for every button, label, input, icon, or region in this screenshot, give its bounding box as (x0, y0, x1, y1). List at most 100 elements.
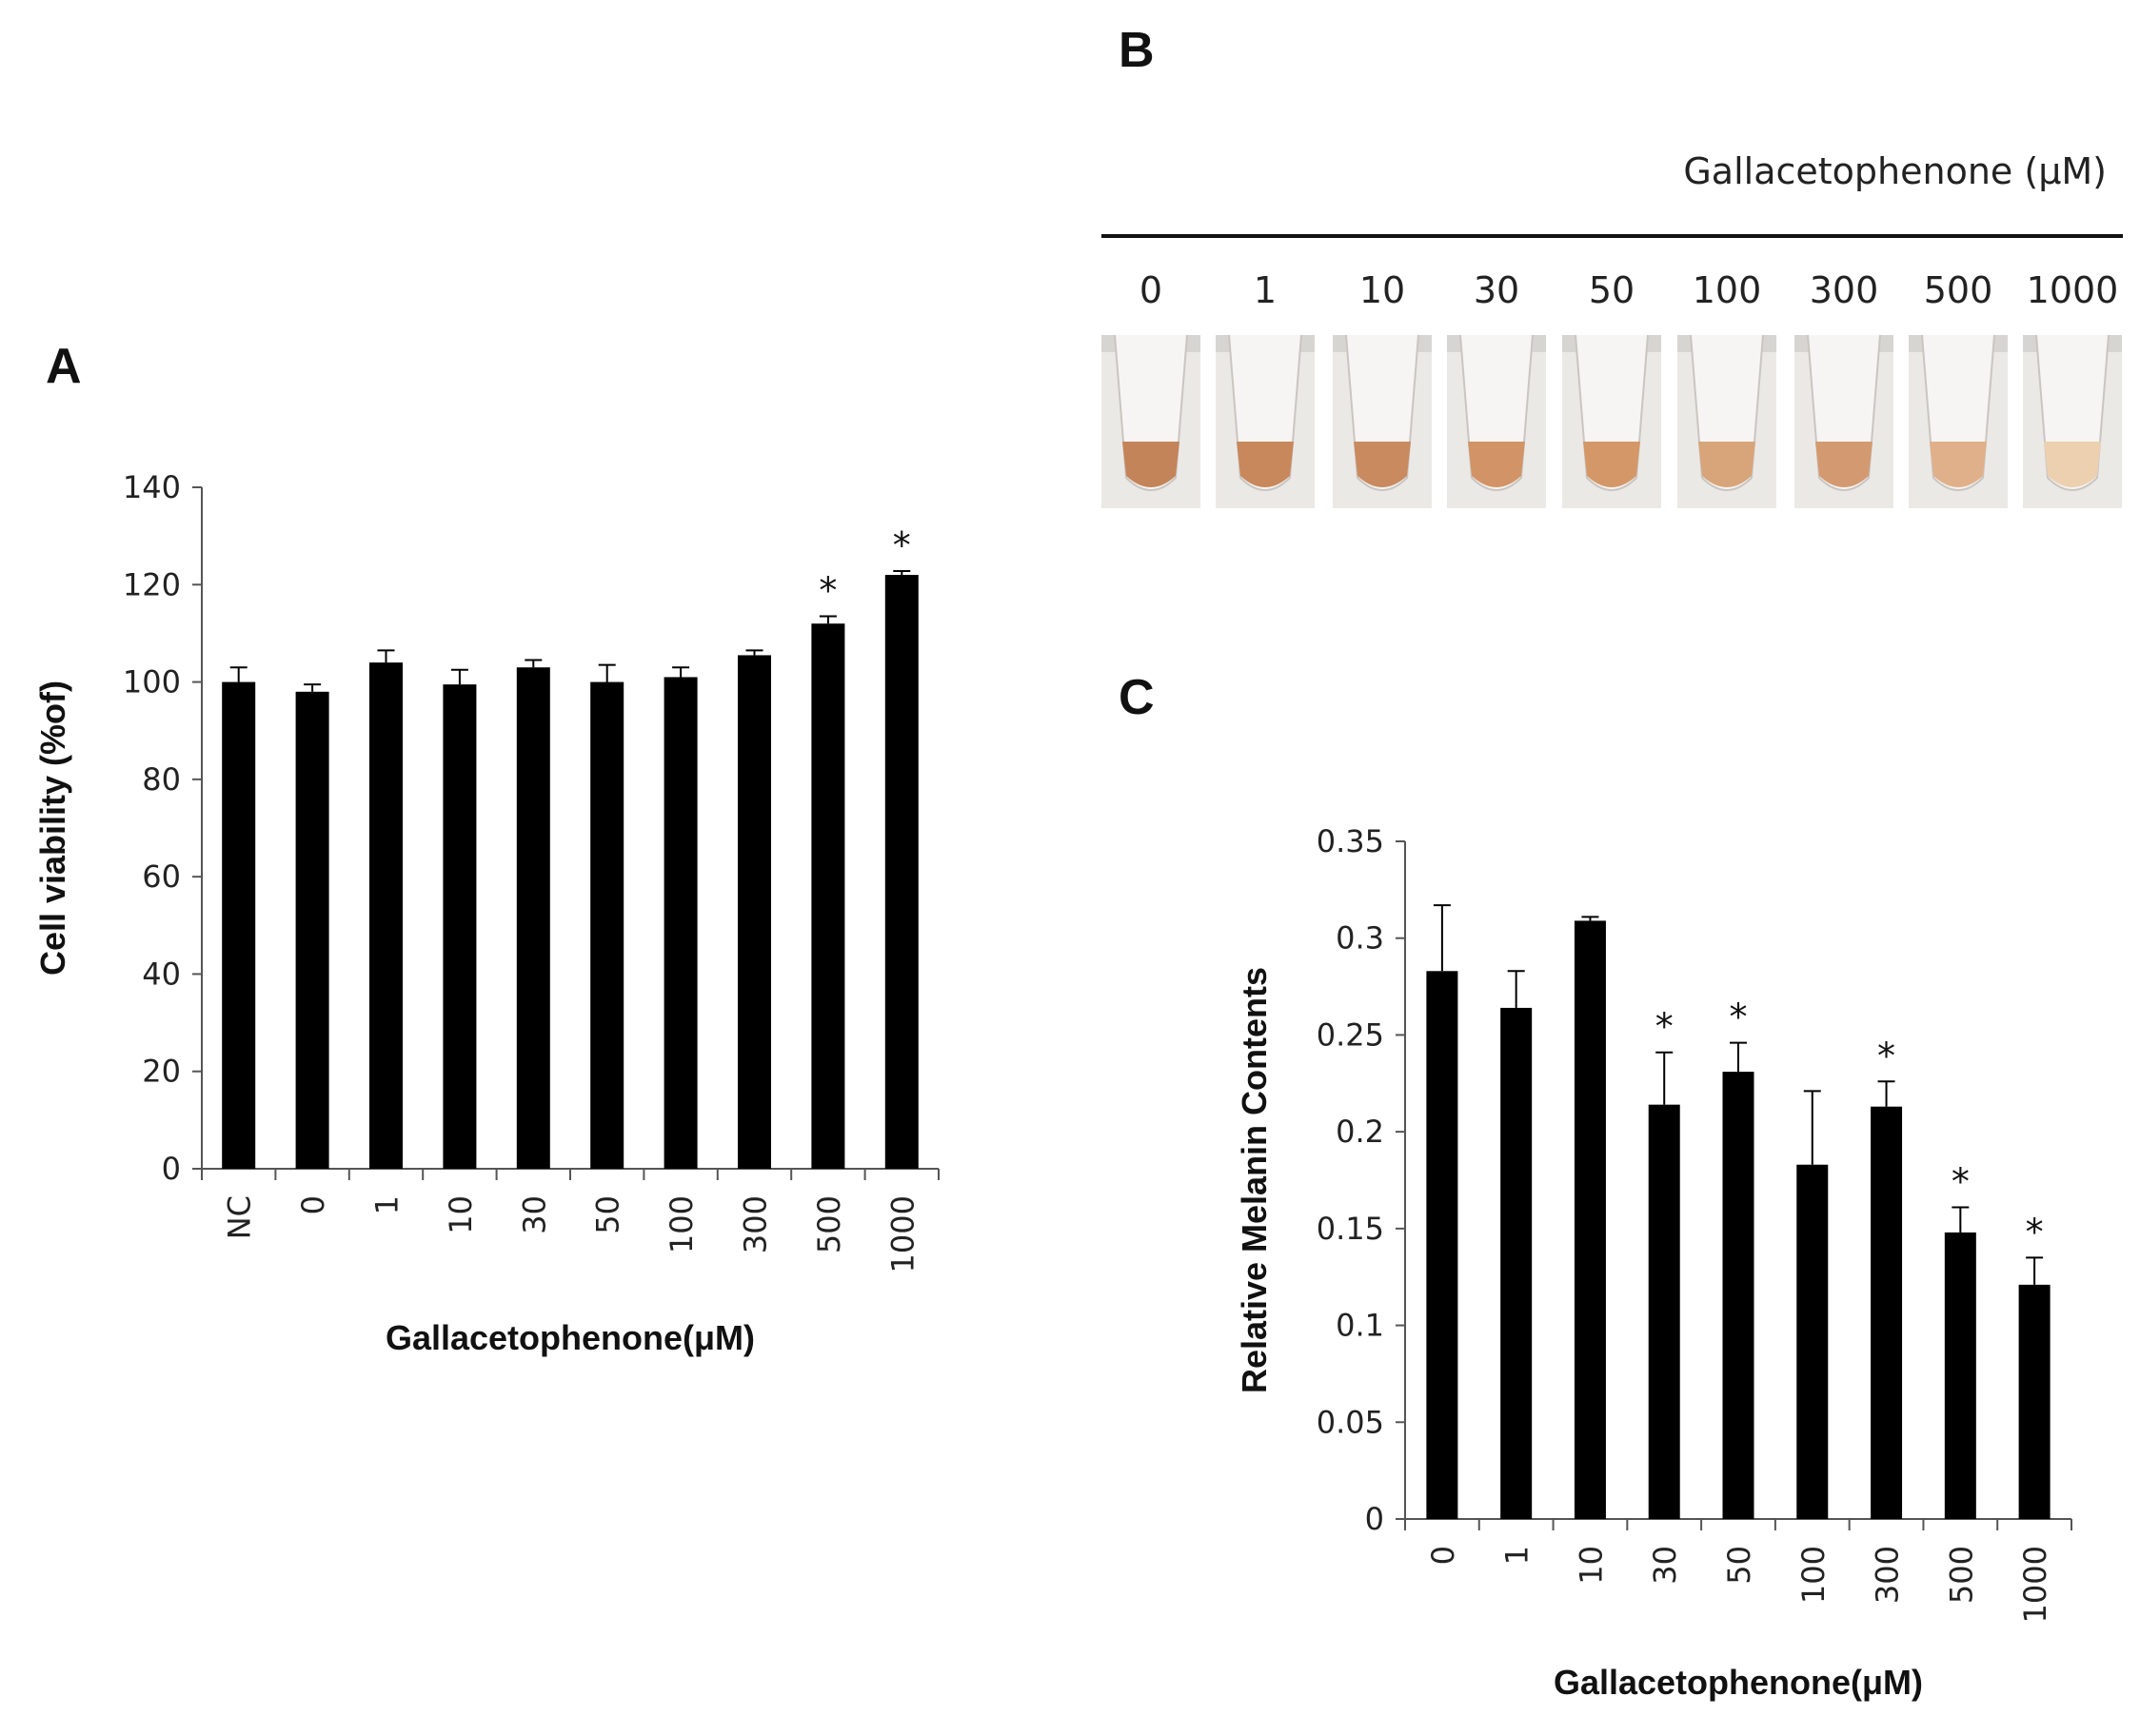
panel-b-header: Gallacetophenone (μM) (1683, 150, 2107, 192)
bar (295, 691, 329, 1169)
tube-melanin-pellet (1468, 442, 1525, 487)
tube-concentration-label: 0 (1139, 269, 1162, 311)
x-tick-label: 300 (738, 1195, 774, 1253)
y-axis-title: Cell viability (%of) (33, 681, 72, 976)
bar (590, 681, 624, 1169)
tube-photo (1794, 334, 1893, 508)
y-tick-label: 0.35 (1317, 823, 1384, 859)
significance-marker: * (1952, 1160, 1970, 1202)
tube-photo (1562, 334, 1661, 508)
x-tick-label: 100 (664, 1195, 700, 1253)
tube-concentration-label: 30 (1474, 269, 1519, 311)
y-tick-label: 120 (123, 566, 181, 602)
x-axis-title: Gallacetophenone(μM) (386, 1318, 755, 1357)
bar (811, 623, 845, 1169)
significance-marker: * (1730, 996, 1748, 1038)
tube-melanin-pellet (1354, 442, 1411, 487)
x-tick-label: 1000 (884, 1195, 921, 1272)
bar (2018, 1284, 2051, 1519)
tube-photo (1101, 334, 1200, 508)
bar (1796, 1164, 1829, 1519)
bar (1871, 1106, 1903, 1519)
tube-concentration-label: 500 (1924, 269, 1993, 311)
tube-photo (1333, 334, 1432, 508)
tube-photo (2023, 334, 2122, 508)
x-tick-label: 500 (811, 1195, 847, 1253)
x-tick-label: 1000 (2017, 1546, 2053, 1623)
bar (738, 655, 771, 1169)
tube-concentration-label: 1000 (2027, 269, 2119, 311)
y-tick-label: 0.1 (1336, 1308, 1384, 1344)
y-tick-label: 80 (142, 761, 181, 798)
y-tick-label: 0.05 (1317, 1404, 1384, 1440)
y-tick-label: 0.25 (1317, 1016, 1384, 1053)
y-tick-label: 100 (123, 664, 181, 700)
x-tick-label: 50 (590, 1195, 626, 1234)
bar (884, 575, 919, 1169)
significance-marker: * (893, 524, 911, 566)
tube-concentration-label: 1 (1254, 269, 1277, 311)
tube-melanin-pellet (1122, 442, 1179, 487)
x-axis-title: Gallacetophenone(μM) (1554, 1663, 1923, 1702)
bar (443, 684, 477, 1169)
x-tick-label: 30 (1647, 1546, 1683, 1585)
x-tick-label: 0 (1425, 1546, 1461, 1565)
x-tick-label: 50 (1721, 1546, 1757, 1585)
y-tick-label: 0.15 (1317, 1211, 1384, 1247)
tube-photo (1909, 334, 2008, 508)
tube-concentration-label: 50 (1589, 269, 1635, 311)
tube-photo (1677, 334, 1776, 508)
tube-melanin-pellet (1698, 442, 1755, 487)
panel-b-tubes: Gallacetophenone (μM) 0 1 10 30 50 100 300 500 1… (1101, 150, 2123, 508)
tube-concentration-label: 300 (1810, 269, 1879, 311)
bar (516, 667, 550, 1169)
chart-cell-viability: 0 20 40 60 80 100 120 140 NC 0 1 10 30 50 100 300 * 500 * 1… (33, 469, 940, 1357)
x-tick-label: 100 (1795, 1546, 1832, 1604)
significance-marker: * (819, 570, 837, 612)
bar (1722, 1072, 1754, 1519)
tube-melanin-pellet (1583, 442, 1640, 487)
y-tick-label: 40 (142, 956, 181, 992)
tube-concentration-label: 100 (1693, 269, 1762, 311)
tube-melanin-pellet (1815, 442, 1872, 487)
panel-letter-b: B (1119, 23, 1155, 78)
y-tick-label: 140 (123, 469, 181, 505)
chart-melanin-contents: 0 0.05 0.1 0.15 0.2 0.25 0.3 0.35 0 1 10 * 30 * 50 100 *… (1235, 823, 2072, 1702)
y-tick-label: 0 (1365, 1501, 1384, 1537)
panel-letter-c: C (1119, 670, 1155, 725)
bar (1574, 920, 1606, 1519)
tube-concentration-label: 10 (1359, 269, 1405, 311)
x-tick-label: 300 (1870, 1546, 1906, 1604)
tube-photo (1447, 334, 1546, 508)
x-tick-label: 1 (1499, 1546, 1536, 1565)
x-tick-label: 30 (516, 1195, 552, 1234)
x-tick-label: 1 (369, 1195, 406, 1214)
significance-marker: * (1655, 1006, 1674, 1048)
bar (1944, 1232, 1976, 1519)
significance-marker: * (2026, 1211, 2044, 1253)
bar (1648, 1104, 1680, 1519)
x-tick-label: NC (222, 1195, 258, 1239)
x-tick-label: 500 (1943, 1546, 1979, 1604)
bar (664, 677, 698, 1169)
bar (369, 662, 403, 1169)
x-tick-label: 10 (443, 1195, 479, 1234)
y-tick-label: 0 (162, 1151, 181, 1187)
y-tick-label: 20 (142, 1054, 181, 1090)
panel-letter-a: A (46, 339, 82, 394)
y-axis-title: Relative Melanin Contents (1235, 967, 1274, 1393)
bar (1426, 971, 1458, 1519)
tube-photo (1216, 334, 1315, 508)
tube-melanin-pellet (1930, 442, 1987, 487)
y-tick-label: 0.2 (1336, 1114, 1384, 1150)
x-tick-label: 10 (1573, 1546, 1609, 1585)
bar (1500, 1007, 1533, 1519)
significance-marker: * (1877, 1035, 1895, 1076)
y-tick-label: 60 (142, 858, 181, 895)
tube-melanin-pellet (2044, 442, 2101, 487)
y-tick-label: 0.3 (1336, 920, 1384, 957)
bar (222, 681, 256, 1169)
tube-melanin-pellet (1237, 442, 1294, 487)
x-tick-label: 0 (295, 1195, 331, 1214)
